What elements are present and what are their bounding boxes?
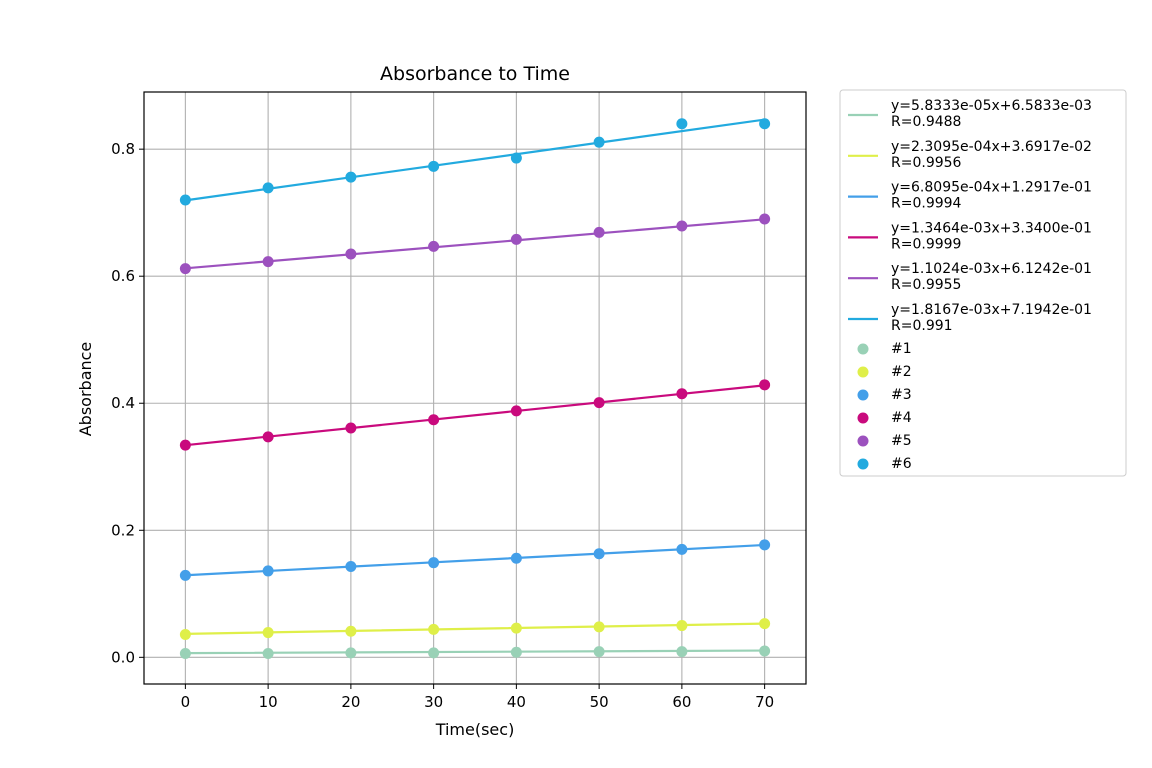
legend-fit-equation: y=6.8095e-04x+1.2917e-01 (891, 180, 1092, 196)
legend-point-swatch (857, 343, 869, 355)
series-1-fit-line (184, 649, 766, 655)
x-tick-label: 10 (259, 693, 278, 711)
legend-fit-r-value: R=0.991 (891, 318, 953, 334)
legend-series-name: #6 (891, 456, 912, 472)
x-axis-title: Time(sec) (435, 720, 515, 739)
x-tick-label: 30 (424, 693, 443, 711)
x-tick-label: 70 (755, 693, 774, 711)
legend-point-swatch (857, 412, 869, 424)
legend-fit-r-value: R=0.9956 (891, 155, 962, 171)
y-tick-label: 0.8 (111, 140, 135, 158)
x-tick-label: 20 (341, 693, 360, 711)
legend-point-swatch (857, 435, 869, 447)
series-6 (179, 118, 771, 206)
legend-fit-equation: y=1.8167e-03x+7.1942e-01 (891, 302, 1092, 318)
legend-fit-equation: y=2.3095e-04x+3.6917e-02 (891, 139, 1092, 155)
legend-fit-r-value: R=0.9955 (891, 277, 961, 293)
y-tick-label: 0.4 (111, 394, 135, 412)
legend-fit-equation: y=5.8333e-05x+6.5833e-03 (891, 98, 1092, 114)
series-4 (179, 379, 771, 451)
y-tick-label: 0.0 (111, 648, 135, 666)
series-2 (179, 618, 771, 640)
plot-series (179, 118, 771, 660)
x-tick-label: 40 (507, 693, 526, 711)
series-2-fit-line (184, 622, 766, 635)
grid-lines (144, 92, 806, 684)
axis-ticks: 0 10 20 30 40 50 60 70 0.0 0.2 0.4 0.6 0.8 (111, 140, 774, 711)
legend-point-swatch (857, 389, 869, 401)
series-6-fit-line (184, 118, 766, 202)
legend: y=5.8333e-05x+6.5833e-03R=0.9488 y=2.3095… (839, 89, 1127, 477)
series-3-fit-line (184, 543, 766, 577)
x-tick-label: 60 (672, 693, 691, 711)
legend-point-swatch (857, 458, 869, 470)
series-5 (179, 213, 771, 275)
y-tick-label: 0.2 (111, 521, 135, 539)
legend-series-name: #5 (891, 433, 912, 449)
legend-series-name: #4 (891, 410, 912, 426)
legend-series-name: #3 (891, 387, 912, 403)
legend-fit-equation: y=1.1024e-03x+6.1242e-01 (891, 261, 1092, 277)
legend-fit-r-value: R=0.9999 (891, 236, 961, 252)
legend-box (839, 89, 1127, 477)
x-tick-label: 0 (181, 693, 191, 711)
plot-frame (143, 91, 807, 685)
legend-series-name: #2 (891, 364, 912, 380)
legend-fit-r-value: R=0.9488 (891, 114, 961, 130)
legend-fit-r-value: R=0.9994 (891, 196, 962, 212)
y-tick-label: 0.6 (111, 267, 135, 285)
series-4-fit-line (184, 384, 766, 447)
chart-title: Absorbance to Time (380, 63, 570, 85)
x-tick-label: 50 (590, 693, 609, 711)
legend-point-swatch (857, 366, 869, 378)
series-3 (179, 539, 771, 581)
series-1 (179, 645, 771, 660)
series-5-fit-line (184, 218, 766, 270)
legend-fit-equation: y=1.3464e-03x+3.3400e-01 (891, 220, 1092, 236)
series-6-point (676, 118, 688, 130)
y-axis-title: Absorbance (76, 342, 95, 437)
legend-series-name: #1 (891, 341, 912, 357)
